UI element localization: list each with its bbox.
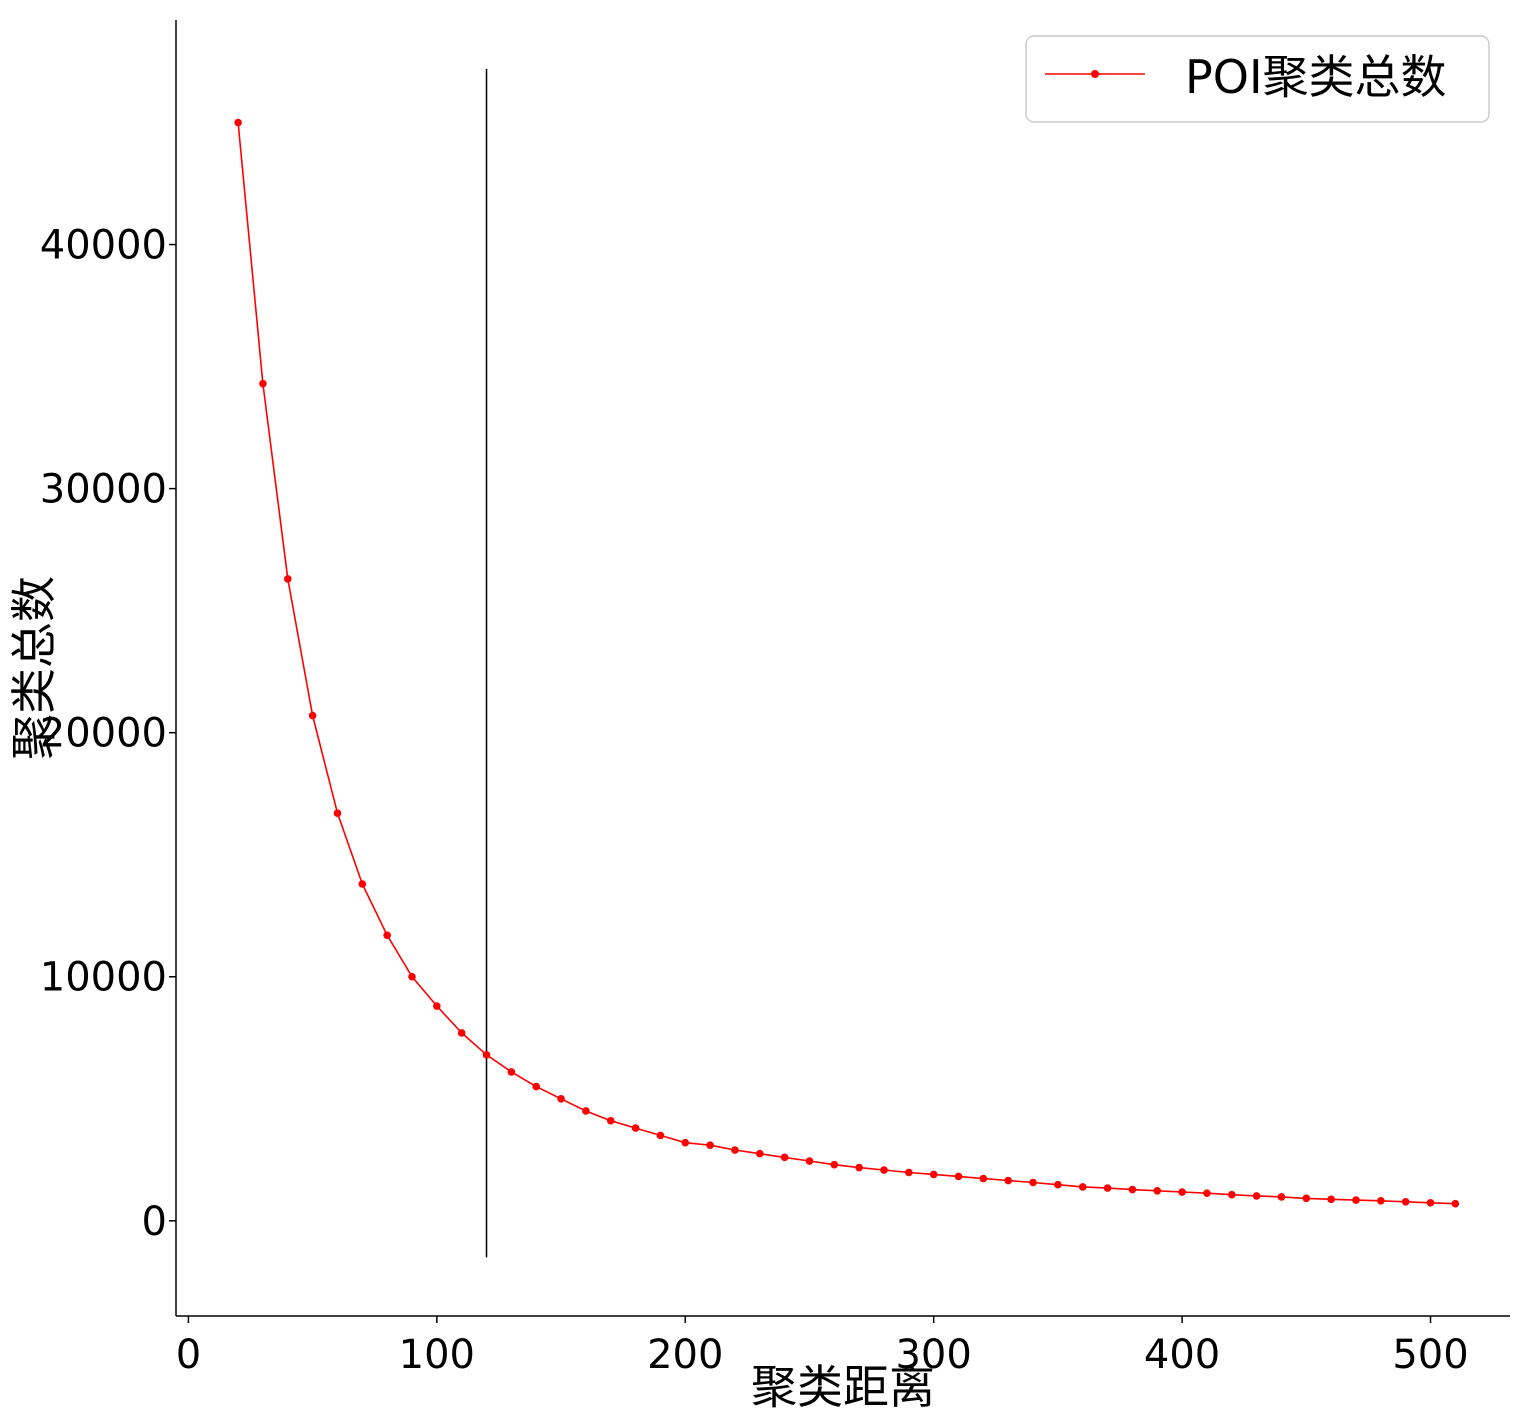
data-point <box>929 1170 938 1179</box>
y-tick-label: 40000 <box>40 223 167 269</box>
axes <box>175 20 1510 1317</box>
data-point <box>482 1051 491 1059</box>
data-point <box>1327 1195 1335 1204</box>
y-ticks: 0 10000 20000 30000 40000 <box>40 223 176 1245</box>
data-point <box>855 1163 863 1172</box>
data-point <box>283 575 292 583</box>
data-point <box>1227 1190 1236 1199</box>
data-point <box>1178 1188 1186 1196</box>
data-point <box>383 931 391 940</box>
data-point <box>1451 1199 1460 1208</box>
data-point <box>433 1002 441 1010</box>
x-axis-label: 聚类距离 <box>751 1360 935 1414</box>
legend-frame <box>1025 35 1490 123</box>
data-point <box>1004 1176 1012 1185</box>
legend-marker <box>1091 70 1099 78</box>
data-point <box>631 1124 640 1132</box>
data-point <box>1029 1178 1037 1187</box>
data-point <box>408 972 416 981</box>
legend-label: POI聚类总数 <box>1185 50 1447 104</box>
data-point <box>681 1138 690 1147</box>
data-point <box>1054 1180 1062 1189</box>
data-point <box>1426 1198 1435 1207</box>
data-point <box>358 880 367 888</box>
data-point <box>979 1174 988 1183</box>
data-point <box>234 118 242 127</box>
y-tick-label: 0 <box>142 1199 167 1245</box>
x-tick-label: 0 <box>176 1332 201 1378</box>
data-point <box>308 711 317 720</box>
data-point <box>1078 1183 1087 1191</box>
data-point <box>1377 1197 1385 1205</box>
data-point <box>706 1141 714 1149</box>
data-point <box>880 1166 888 1174</box>
x-ticks: 0 100 200 300 400 500 <box>176 1316 1469 1378</box>
data-point <box>333 809 342 818</box>
x-tick-label: 200 <box>647 1332 723 1378</box>
data-point <box>755 1149 764 1158</box>
legend: POI聚类总数 <box>1025 35 1490 123</box>
data-point <box>1401 1197 1410 1206</box>
data-point <box>259 379 267 388</box>
data-point <box>954 1172 963 1181</box>
data-point <box>582 1107 590 1115</box>
y-tick-label: 30000 <box>40 467 167 513</box>
data-point <box>1153 1186 1162 1195</box>
x-tick-label: 400 <box>1144 1332 1220 1378</box>
data-point <box>805 1157 814 1165</box>
y-tick-label: 10000 <box>40 955 167 1001</box>
y-tick-label: 20000 <box>40 711 167 757</box>
data-point <box>557 1094 565 1103</box>
data-point <box>1128 1185 1137 1194</box>
data-point <box>1277 1193 1286 1201</box>
data-point <box>1103 1184 1112 1192</box>
data-point <box>457 1029 466 1037</box>
data-point <box>1203 1189 1211 1198</box>
data-point <box>731 1146 739 1154</box>
data-point <box>507 1068 516 1076</box>
data-point <box>606 1116 615 1125</box>
data-point <box>656 1131 665 1140</box>
data-point <box>1302 1194 1311 1203</box>
data-point <box>780 1153 789 1162</box>
x-tick-label: 300 <box>895 1332 971 1378</box>
data-point <box>1252 1192 1261 1200</box>
y-axis-label: 聚类总数 <box>7 576 61 760</box>
series-line <box>237 122 1456 1205</box>
data-point <box>1352 1196 1360 1204</box>
series-points <box>234 118 1460 1208</box>
data-point <box>905 1168 913 1177</box>
x-tick-label: 500 <box>1392 1332 1468 1378</box>
data-point <box>830 1160 839 1169</box>
x-tick-label: 100 <box>399 1332 475 1378</box>
data-point <box>532 1082 541 1091</box>
